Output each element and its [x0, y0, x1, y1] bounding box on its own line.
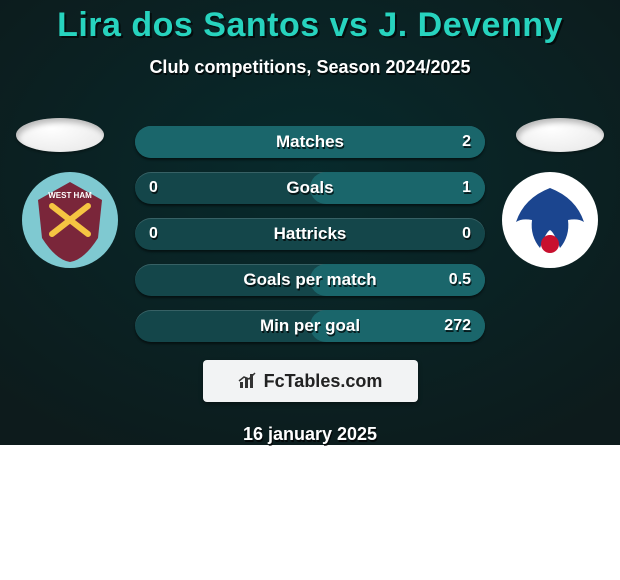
chart-icon	[238, 372, 258, 390]
club-crest-left: WEST HAM	[20, 170, 120, 270]
stat-label: Goals	[286, 178, 333, 198]
stat-label: Matches	[276, 132, 344, 152]
stat-value-right: 0.5	[449, 271, 471, 289]
club-crest-right	[500, 170, 600, 270]
stat-row: 0 Hattricks 0	[135, 218, 485, 250]
stat-row: Matches 2	[135, 126, 485, 158]
stat-rows: Matches 2 0 Goals 1 0 Hattricks 0 Goals …	[135, 126, 485, 342]
date-text: 16 january 2025	[243, 424, 377, 445]
stat-row: Min per goal 272	[135, 310, 485, 342]
stat-value-right: 272	[444, 317, 471, 335]
stat-row: Goals per match 0.5	[135, 264, 485, 296]
stat-value-right: 1	[462, 179, 471, 197]
footer-badge: FcTables.com	[203, 360, 418, 402]
comparison-card: Lira dos Santos vs J. Devenny Club compe…	[0, 0, 620, 445]
card-content: Lira dos Santos vs J. Devenny Club compe…	[0, 0, 620, 445]
stat-value-left: 0	[149, 179, 158, 197]
stat-label: Goals per match	[243, 270, 376, 290]
comparison-subtitle: Club competitions, Season 2024/2025	[149, 57, 470, 78]
svg-text:WEST HAM: WEST HAM	[48, 191, 92, 200]
comparison-title: Lira dos Santos vs J. Devenny	[57, 6, 563, 45]
stat-value-left: 0	[149, 225, 158, 243]
stat-row: 0 Goals 1	[135, 172, 485, 204]
player-face-left	[16, 118, 104, 152]
footer-text: FcTables.com	[264, 371, 383, 392]
stat-label: Hattricks	[274, 224, 347, 244]
stat-value-right: 0	[462, 225, 471, 243]
stat-bar	[310, 172, 485, 204]
stat-value-right: 2	[462, 133, 471, 151]
stat-label: Min per goal	[260, 316, 360, 336]
player-face-right	[516, 118, 604, 152]
